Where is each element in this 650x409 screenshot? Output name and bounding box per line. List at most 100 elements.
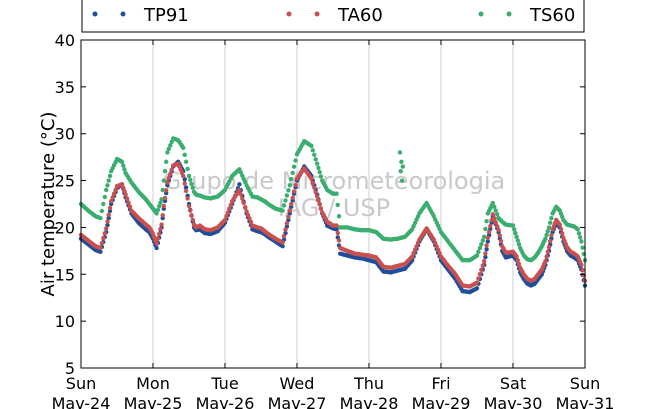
data-point xyxy=(492,216,497,221)
data-point xyxy=(161,203,166,209)
data-point xyxy=(548,220,553,225)
data-point xyxy=(181,173,186,179)
data-point xyxy=(102,194,108,200)
data-point xyxy=(158,227,163,232)
data-point xyxy=(121,163,126,168)
data-point xyxy=(182,181,187,186)
axis-ticks: 510152025303540SunMav-24MonMav-25TueMav-… xyxy=(52,31,615,409)
data-point xyxy=(477,245,483,251)
series-TA60 xyxy=(78,161,588,289)
x-tick-date: Mav-25 xyxy=(124,394,183,409)
data-point xyxy=(411,250,416,256)
data-point xyxy=(238,192,243,197)
data-point xyxy=(514,254,519,259)
data-point xyxy=(474,286,480,291)
data-point xyxy=(495,212,500,217)
data-point xyxy=(546,244,552,250)
data-point xyxy=(557,222,562,227)
data-point xyxy=(119,159,125,164)
data-point xyxy=(99,208,105,214)
y-tick-label: 35 xyxy=(55,78,75,97)
data-point xyxy=(312,152,317,157)
watermark-line-2: IAG / USP xyxy=(278,194,390,222)
data-point xyxy=(244,209,249,214)
y-tick-label: 30 xyxy=(55,125,75,144)
data-point xyxy=(224,214,229,219)
data-point xyxy=(400,164,406,169)
data-point xyxy=(495,224,500,229)
data-point xyxy=(398,169,403,174)
data-point xyxy=(243,205,248,210)
y-tick-label: 25 xyxy=(55,172,75,191)
data-point xyxy=(283,198,288,203)
data-point xyxy=(186,173,192,179)
data-point xyxy=(486,229,492,235)
data-point xyxy=(318,206,324,211)
data-point xyxy=(317,202,322,207)
data-point xyxy=(549,233,554,238)
data-point xyxy=(165,180,170,185)
legend-marker xyxy=(286,11,292,17)
data-point xyxy=(336,238,342,243)
legend-label: TS60 xyxy=(529,5,575,26)
data-point xyxy=(410,254,415,259)
y-tick-label: 40 xyxy=(55,31,75,50)
data-point xyxy=(280,244,285,249)
data-point xyxy=(291,164,297,169)
data-point xyxy=(575,227,580,232)
plot-frame xyxy=(80,39,586,369)
data-point xyxy=(106,215,111,221)
data-point xyxy=(476,276,481,281)
data-point xyxy=(121,185,126,190)
data-point xyxy=(548,239,553,244)
data-point xyxy=(186,203,192,209)
data-point xyxy=(164,159,169,164)
data-point xyxy=(293,158,298,163)
data-point xyxy=(515,238,520,243)
data-point xyxy=(543,259,548,264)
data-point xyxy=(412,247,418,252)
data-point xyxy=(334,191,339,196)
x-tick-date: Mav-28 xyxy=(340,394,399,409)
data-point xyxy=(477,271,483,277)
data-point xyxy=(166,146,171,152)
data-point xyxy=(580,268,585,273)
data-point xyxy=(310,148,315,153)
data-point xyxy=(189,181,194,187)
data-point xyxy=(188,177,193,183)
data-point xyxy=(126,200,131,205)
data-point xyxy=(169,139,174,145)
data-point xyxy=(283,227,288,232)
data-point xyxy=(558,226,564,232)
data-point xyxy=(309,143,314,149)
data-point xyxy=(313,157,318,162)
data-point xyxy=(516,242,522,247)
data-point xyxy=(227,206,232,211)
x-tick-day: Thu xyxy=(353,374,384,393)
data-point xyxy=(435,247,441,252)
data-point xyxy=(241,200,246,206)
data-point xyxy=(289,176,294,182)
data-point xyxy=(127,204,133,209)
data-point xyxy=(546,225,552,230)
data-point xyxy=(290,195,295,200)
data-point xyxy=(154,245,159,251)
data-point xyxy=(98,245,103,251)
x-tick-date: Mav-31 xyxy=(556,394,615,409)
data-point xyxy=(106,178,111,183)
data-point xyxy=(482,234,487,239)
data-point xyxy=(515,258,520,263)
data-point xyxy=(104,226,109,231)
data-point xyxy=(484,247,489,252)
data-point xyxy=(98,215,103,221)
data-point xyxy=(181,145,186,150)
data-points xyxy=(78,136,588,295)
data-point xyxy=(183,159,189,164)
data-point xyxy=(286,188,291,193)
legend-marker xyxy=(92,11,98,17)
data-point xyxy=(493,220,498,225)
data-point xyxy=(190,217,195,223)
watermark-line-1: Grupo de Micrometeorologia xyxy=(163,167,505,195)
data-point xyxy=(545,249,550,254)
